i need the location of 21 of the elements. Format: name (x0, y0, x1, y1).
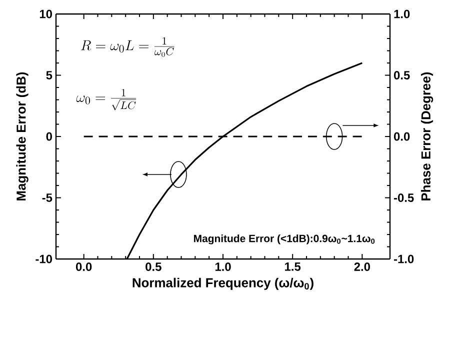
annotation: $\omega_0=\frac{1}{\sqrt{LC}}$ (76, 88, 136, 110)
y2-axis-title: Phase Error (Degree) (420, 72, 434, 200)
x-tick-label: 2.0 (354, 262, 370, 271)
y-axis-title: Magnitude Error (dB) (16, 72, 28, 200)
x-axis-title: Normalized Frequency (ω/ω$_{0}$) (132, 278, 314, 290)
annotation: Magnitude Error (<1dB):0.9ω$_{0}$~1.1ω$_{0}$ (194, 234, 375, 244)
x-tick-label: 0.5 (146, 262, 162, 271)
annotation: $R=\omega_0 L=\frac{1}{\omega_0 C}$ (81, 37, 174, 57)
y2-tick-label: -1.0 (394, 254, 414, 264)
y-tick-label: -5 (42, 194, 52, 202)
y2-tick-label: 1.0 (394, 10, 410, 18)
x-tick-label: 1.5 (285, 262, 301, 271)
y-tick-label: 5 (46, 71, 52, 80)
x-tick-label: 1.0 (215, 262, 231, 271)
y-tick-label: -10 (36, 254, 52, 264)
y2-tick-label: -0.5 (394, 194, 414, 202)
y-tick-label: 10 (40, 10, 52, 18)
y-tick-label: 0 (46, 132, 52, 141)
y2-tick-label: 0.5 (394, 71, 410, 80)
y2-tick-label: 0.0 (394, 132, 410, 141)
x-tick-label: 0.0 (76, 262, 92, 271)
